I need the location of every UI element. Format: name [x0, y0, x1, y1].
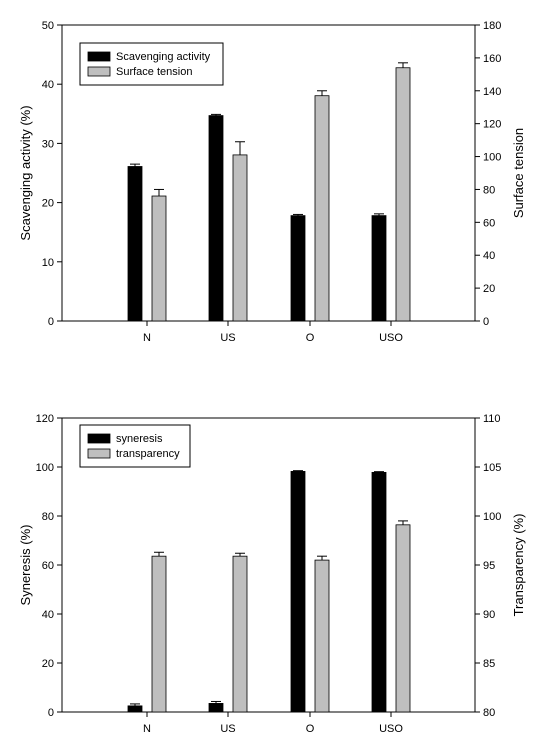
right-tick-label: 100 [483, 511, 501, 523]
legend-box [79, 42, 224, 86]
x-tick-label: N [143, 332, 151, 344]
right-tick-label: 80 [483, 707, 495, 719]
legend-swatch [87, 51, 111, 62]
bars [127, 470, 411, 713]
bar-syneresis-us [208, 703, 224, 713]
bar-syneresis-o [290, 471, 306, 713]
right-tick-label: 110 [483, 413, 501, 425]
legend-box [79, 424, 191, 468]
left-axis-ticks: 0 10 20 30 40 50 [42, 20, 62, 328]
left-tick-label: 30 [42, 138, 54, 150]
left-tick-label: 40 [42, 79, 54, 91]
bar-syneresis-uso [371, 471, 387, 713]
legend-swatch [87, 448, 111, 459]
right-tick-label: 20 [483, 283, 495, 295]
right-tick-label: 160 [483, 53, 501, 65]
x-tick-label: O [306, 723, 315, 735]
right-axis-ticks: 80 85 90 95 100 105 110 [475, 413, 501, 719]
legend-label: syneresis [116, 433, 163, 445]
right-tick-label: 95 [483, 560, 495, 572]
x-axis-ticks: N US O USO [143, 712, 403, 735]
bar-surface-tension-n [151, 195, 167, 322]
right-axis-ticks: 0 20 40 60 80 100 120 140 160 180 [475, 20, 501, 328]
bar-transparency-uso [395, 524, 411, 713]
right-tick-label: 40 [483, 250, 495, 262]
bar-syneresis-n [127, 705, 143, 713]
x-tick-label: US [220, 332, 235, 344]
right-tick-label: 85 [483, 658, 495, 670]
bar-transparency-n [151, 555, 167, 713]
legend-swatch [87, 66, 111, 77]
left-tick-label: 60 [42, 560, 54, 572]
x-tick-label: O [306, 332, 315, 344]
legend-label: Scavenging activity [116, 51, 211, 63]
x-tick-label: USO [379, 723, 403, 735]
x-axis-ticks: N US O USO [143, 321, 403, 344]
bar-transparency-us [232, 555, 248, 713]
left-tick-label: 120 [36, 413, 54, 425]
legend-label: transparency [116, 448, 180, 460]
legend: syneresis transparency [79, 424, 191, 468]
left-tick-label: 0 [48, 316, 54, 328]
right-tick-label: 90 [483, 609, 495, 621]
right-axis-title: Surface tension [511, 128, 526, 218]
left-tick-label: 80 [42, 511, 54, 523]
right-tick-label: 105 [483, 462, 501, 474]
left-tick-label: 20 [42, 198, 54, 210]
right-tick-label: 0 [483, 316, 489, 328]
left-tick-label: 40 [42, 609, 54, 621]
bar-scavenging-activity-o [290, 215, 306, 322]
bar-scavenging-activity-us [208, 115, 224, 322]
bar-surface-tension-o [314, 95, 330, 322]
bar-transparency-o [314, 559, 330, 713]
left-axis-title: Syneresis (%) [18, 525, 33, 606]
right-tick-label: 80 [483, 184, 495, 196]
bars [127, 62, 411, 322]
bar-scavenging-activity-n [127, 166, 143, 322]
right-tick-label: 60 [483, 217, 495, 229]
left-tick-label: 100 [36, 462, 54, 474]
x-tick-label: N [143, 723, 151, 735]
legend-label: Surface tension [116, 66, 192, 78]
left-tick-label: 50 [42, 20, 54, 32]
left-tick-label: 0 [48, 707, 54, 719]
right-axis-title: Transparency (%) [511, 514, 526, 617]
x-tick-label: US [220, 723, 235, 735]
right-tick-label: 100 [483, 152, 501, 164]
right-tick-label: 140 [483, 86, 501, 98]
bar-surface-tension-uso [395, 67, 411, 322]
left-axis-title: Scavenging activity (%) [18, 105, 33, 240]
right-tick-label: 120 [483, 119, 501, 131]
left-axis-ticks: 0 20 40 60 80 100 120 [36, 413, 62, 719]
left-tick-label: 20 [42, 658, 54, 670]
bar-surface-tension-us [232, 154, 248, 322]
bar-scavenging-activity-uso [371, 215, 387, 322]
x-tick-label: USO [379, 332, 403, 344]
right-tick-label: 180 [483, 20, 501, 32]
left-tick-label: 10 [42, 257, 54, 269]
legend-swatch [87, 433, 111, 444]
chart-scavenging-surface-tension: Scavenging activity (%) Surface tension … [18, 20, 526, 344]
plot-frame [61, 24, 476, 322]
legend: Scavenging activity Surface tension [79, 42, 224, 86]
chart-syneresis-transparency: Syneresis (%) Transparency (%) 0 20 40 60 80… [18, 413, 526, 735]
